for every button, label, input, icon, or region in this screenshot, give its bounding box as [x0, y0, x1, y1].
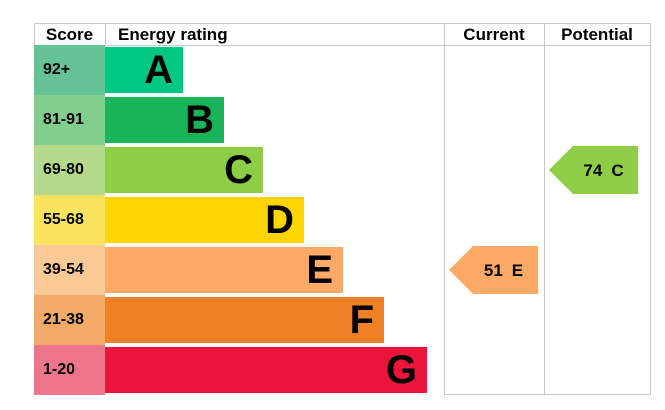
current-grade: E — [511, 260, 524, 280]
band-row: 81-91 B — [0, 95, 665, 145]
header-bottom-border — [34, 45, 651, 46]
current-header: Current — [444, 23, 544, 45]
current-header-label: Current — [463, 24, 525, 44]
score-range-cell: 55-68 — [34, 195, 105, 245]
band-row: 1-20 G — [0, 345, 665, 395]
score-header-label: Score — [45, 24, 94, 44]
band-row: 39-54 E — [0, 245, 665, 295]
potential-header-label: Potential — [561, 24, 633, 44]
rating-bar: C — [105, 147, 263, 193]
potential-header: Potential — [544, 23, 650, 45]
rating-bar: F — [105, 297, 384, 343]
potential-grade: C — [611, 160, 624, 180]
table-right-border — [650, 23, 651, 395]
score-range-cell: 69-80 — [34, 145, 105, 195]
band-row: 69-80 C — [0, 145, 665, 195]
table-left-border — [34, 23, 35, 45]
rating-bar: D — [105, 197, 304, 243]
table-bottom-border — [444, 394, 651, 395]
band-row: 55-68 D — [0, 195, 665, 245]
potential-column-left-border — [544, 23, 545, 395]
energy-rating-header-label: Energy rating — [118, 24, 228, 44]
score-range-cell: 39-54 — [34, 245, 105, 295]
score-range-cell: 81-91 — [34, 95, 105, 145]
score-range-cell: 21-38 — [34, 295, 105, 345]
score-column-border — [105, 23, 106, 45]
rating-bar: B — [105, 97, 224, 143]
current-column-left-border — [444, 23, 445, 395]
score-header: Score — [34, 23, 105, 45]
rating-bar: A — [105, 47, 183, 93]
score-range-cell: 92+ — [34, 45, 105, 95]
band-row: 21-38 F — [0, 295, 665, 345]
potential-value: 74 — [583, 160, 603, 180]
score-range-cell: 1-20 — [34, 345, 105, 395]
table-top-border — [34, 23, 651, 24]
rating-bar: E — [105, 247, 343, 293]
band-row: 92+ A — [0, 45, 665, 95]
current-value: 51 — [483, 260, 503, 280]
energy-rating-header: Energy rating — [105, 23, 443, 45]
rating-bar: G — [105, 347, 427, 393]
